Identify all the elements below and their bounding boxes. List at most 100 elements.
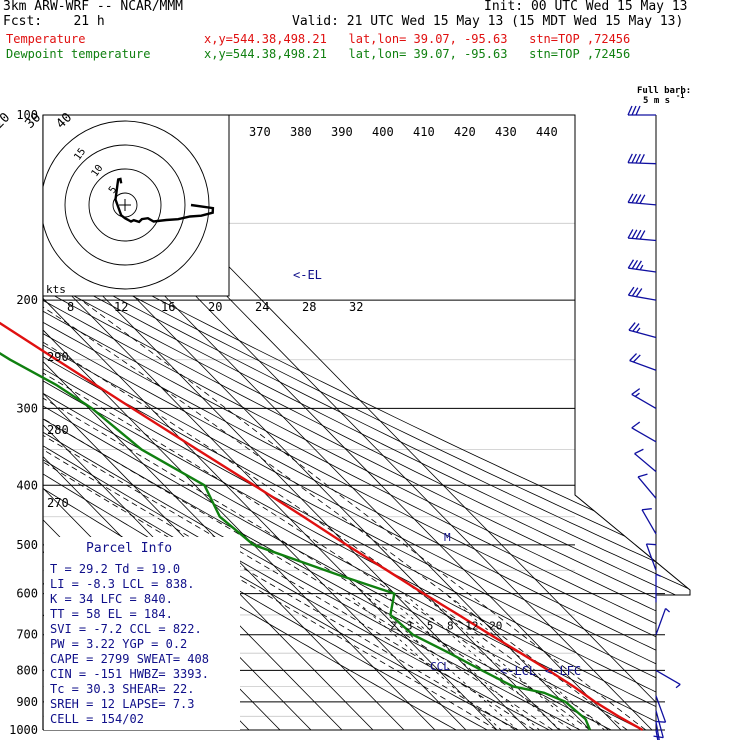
wind-barb-feather bbox=[631, 287, 639, 297]
wind-barb-feather bbox=[639, 230, 646, 240]
hodograph-speed-label: 28 bbox=[302, 300, 316, 314]
init-time: Init: 00 UTC Wed 15 May 13 bbox=[484, 0, 688, 14]
moist-adiabat-line bbox=[43, 299, 516, 730]
wind-barb bbox=[631, 388, 657, 409]
dry-adiabat-line bbox=[43, 115, 690, 730]
parcel-info-row: SVI = -7.2 CCL = 822. bbox=[50, 622, 202, 636]
dry-adiabat-line bbox=[43, 115, 690, 730]
wind-barb-feather bbox=[631, 153, 637, 164]
pressure-label: 400 bbox=[16, 478, 38, 492]
pressure-label: 300 bbox=[16, 401, 38, 415]
moist-adiabat-line bbox=[43, 299, 628, 730]
barb-legend-title: Full barb: bbox=[637, 86, 691, 96]
wind-barb-feather bbox=[631, 229, 638, 239]
hodograph-speed-label: 8 bbox=[67, 300, 74, 314]
wind-barb bbox=[627, 229, 657, 242]
temperature-location: x,y=544.38,498.21 lat,lon= 39.07, -95.63… bbox=[204, 32, 631, 46]
wind-barb bbox=[634, 448, 657, 473]
mixing-ratio-label: 5 bbox=[427, 620, 434, 633]
mixing-ratio-label: 2 bbox=[390, 620, 397, 633]
wind-barb-feather bbox=[641, 508, 652, 511]
theta-label: 400 bbox=[372, 125, 394, 139]
pressure-label: 100 bbox=[16, 108, 38, 122]
wind-barb-staff bbox=[637, 476, 657, 499]
wind-barb-feather bbox=[655, 720, 666, 723]
isotherm-line bbox=[43, 115, 467, 730]
pressure-label: 600 bbox=[16, 587, 38, 601]
wind-barb-feather bbox=[627, 259, 635, 269]
parcel-info-row: K = 34 LFC = 840. bbox=[50, 592, 173, 606]
wind-barb-staff bbox=[634, 453, 657, 473]
wind-barb bbox=[628, 322, 657, 339]
pressure-label: 800 bbox=[16, 663, 38, 677]
dewpoint-line bbox=[0, 351, 592, 731]
hodograph-speed-label: 24 bbox=[255, 300, 269, 314]
wind-barb-staff bbox=[655, 729, 659, 740]
wind-barb-half-feather bbox=[655, 573, 662, 577]
theta-label: 430 bbox=[495, 125, 517, 139]
dry-adiabat-line bbox=[43, 115, 690, 730]
theta-label: 290 bbox=[47, 350, 69, 364]
wind-barb bbox=[627, 259, 657, 273]
wind-barb-feather bbox=[637, 473, 648, 478]
dry-adiabat-line bbox=[43, 115, 690, 730]
lfc-marker: <-LFC bbox=[545, 664, 581, 678]
wind-barb bbox=[627, 193, 657, 206]
wind-barb bbox=[629, 353, 657, 371]
parcel-info-row: TT = 58 EL = 184. bbox=[50, 607, 173, 621]
wind-barb-feather bbox=[632, 354, 641, 363]
wind-barb-feather bbox=[635, 260, 642, 270]
wind-barb-feather bbox=[627, 286, 635, 296]
barb-legend-exponent: -1 bbox=[676, 92, 684, 100]
wind-barb-half-feather bbox=[634, 392, 640, 397]
dry-adiabat-line bbox=[43, 115, 690, 730]
barb-legend-units: 5 m s bbox=[643, 96, 670, 106]
wind-barb-staff bbox=[645, 543, 657, 571]
pressure-label: 200 bbox=[16, 293, 38, 307]
dry-adiabat-line bbox=[43, 115, 690, 730]
pressure-label: 900 bbox=[16, 695, 38, 709]
hodograph bbox=[42, 114, 230, 297]
wind-barb-feather bbox=[628, 322, 636, 331]
wind-barb bbox=[645, 543, 657, 571]
dry-adiabat-line bbox=[43, 115, 690, 730]
hodograph-speed-label: 32 bbox=[349, 300, 363, 314]
isotherm-line bbox=[43, 115, 436, 730]
wind-barb-feather bbox=[646, 543, 657, 546]
isotherm-line bbox=[43, 115, 343, 730]
wind-barb bbox=[655, 721, 660, 740]
wind-barb-feather bbox=[631, 388, 641, 395]
theta-label: 410 bbox=[413, 125, 435, 139]
mixing-ratio-label: 20 bbox=[489, 620, 502, 633]
parcel-info-row: PW = 3.22 YGP = 0.2 bbox=[50, 637, 187, 651]
isotherm-label: 20 bbox=[0, 110, 13, 132]
lcl-marker: <-LCL bbox=[500, 664, 536, 678]
dry-adiabat-line bbox=[43, 115, 674, 730]
wind-barb-half-feather bbox=[639, 264, 644, 271]
hodograph-ring bbox=[43, 120, 210, 290]
dewpoint-legend-label: Dewpoint temperature bbox=[6, 47, 151, 61]
temperature-legend-label: Temperature bbox=[6, 32, 86, 46]
wind-barb bbox=[655, 669, 681, 689]
parcel-info-title: Parcel Info bbox=[86, 541, 172, 556]
dewpoint-location: x,y=544.38,498.21 lat,lon= 39.07, -95.63… bbox=[204, 47, 631, 61]
mixing-ratio-line bbox=[383, 593, 540, 730]
wind-barb-staff bbox=[655, 721, 660, 740]
theta-label: 280 bbox=[47, 423, 69, 437]
dry-adiabat-line bbox=[43, 115, 550, 730]
isotherm-line bbox=[43, 115, 498, 730]
wind-barb-feather bbox=[627, 193, 634, 203]
dry-adiabat-line bbox=[43, 115, 690, 730]
wind-barb bbox=[637, 473, 657, 499]
sounding-profiles bbox=[0, 321, 644, 732]
el-marker: <-EL bbox=[293, 268, 322, 282]
wind-barb bbox=[655, 607, 671, 635]
parcel-info-row: Tc = 30.3 SHEAR= 22. bbox=[50, 682, 195, 696]
parcel-info-row: CELL = 154/02 bbox=[50, 712, 144, 726]
theta-label: 380 bbox=[290, 125, 312, 139]
wind-barb-feather bbox=[632, 323, 640, 332]
parcel-info-row: LI = -8.3 LCL = 838. bbox=[50, 577, 195, 591]
wind-barb-feather bbox=[631, 193, 638, 204]
dry-adiabat-line bbox=[43, 115, 690, 730]
wind-barb bbox=[627, 105, 656, 116]
